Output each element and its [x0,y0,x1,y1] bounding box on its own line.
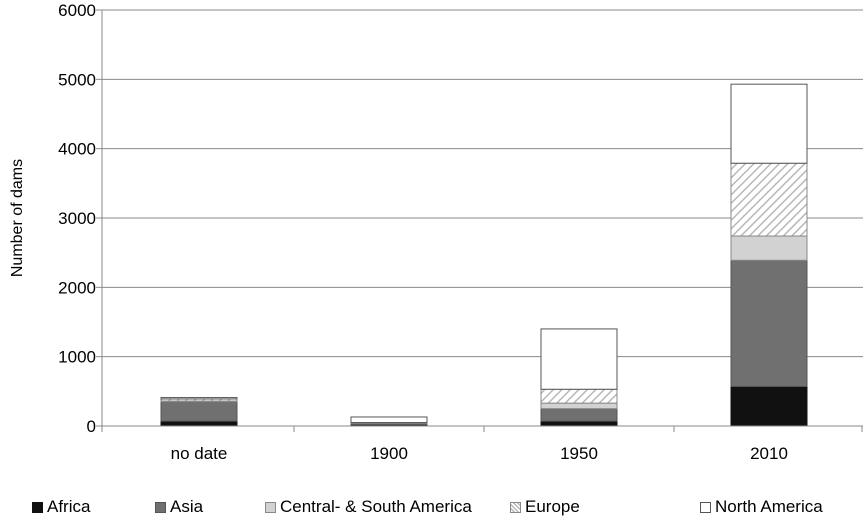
legend-swatch [155,501,166,513]
x-tick-label: 2010 [750,444,788,463]
bar-segment-europe-1950 [540,388,618,404]
bar-segment-asia-2010 [730,259,808,387]
bar-segment-north-america-2010 [730,83,808,164]
y-tick-label: 3000 [58,209,96,228]
x-tick-label: 1900 [370,444,408,463]
y-tick-label: 0 [87,417,96,436]
x-tick-label: 1950 [560,444,598,463]
bar-segment-central-south-america-2010 [730,235,808,261]
dams-stacked-bar-chart: 0 1000 2000 3000 4000 5000 6000 no date 1900 1950… [9,1,863,463]
y-axis-title: Number of dams [9,159,26,277]
bar-segment-africa-2010 [730,385,808,427]
bar-segment-north-america-1950 [540,328,618,390]
legend-label: Africa [47,497,91,516]
legend-item: North America [700,494,823,520]
axes: 0 1000 2000 3000 4000 5000 6000 no date 1900 1950… [58,1,863,463]
legend-swatch [700,501,711,513]
bar-segment-africa-no-date [160,420,238,427]
legend: Africa Asia Central- & South America Europe… [0,494,863,520]
y-tick-label: 5000 [58,70,96,89]
legend-swatch [510,501,521,513]
y-tick-label: 6000 [58,1,96,20]
legend-swatch [32,501,43,513]
y-tick-label: 2000 [58,278,96,297]
x-tick-label: no date [171,444,228,463]
legend-item: Central- & South America [265,494,472,520]
bar-segment-asia-no-date [160,401,238,422]
y-tick-label: 1000 [58,348,96,367]
gridlines [102,9,863,427]
bar-segment-africa-1950 [540,420,618,427]
bar-segment-europe-2010 [730,162,808,237]
legend-label: North America [715,497,823,516]
bars [160,83,808,427]
bar-segment-north-america-no-date [160,397,238,400]
y-tick-label: 4000 [58,140,96,159]
legend-label: Europe [525,497,580,516]
bar-segment-asia-1950 [540,408,618,422]
legend-item: Asia [155,494,203,520]
legend-label: Asia [170,497,204,516]
bar-segment-central-south-america-1950 [540,402,618,410]
legend-label: Central- & South America [280,497,472,516]
bar-segment-north-america-1900 [350,416,428,424]
legend-item: Africa [32,494,90,520]
legend-item: Europe [510,494,580,520]
legend-swatch [265,501,276,513]
